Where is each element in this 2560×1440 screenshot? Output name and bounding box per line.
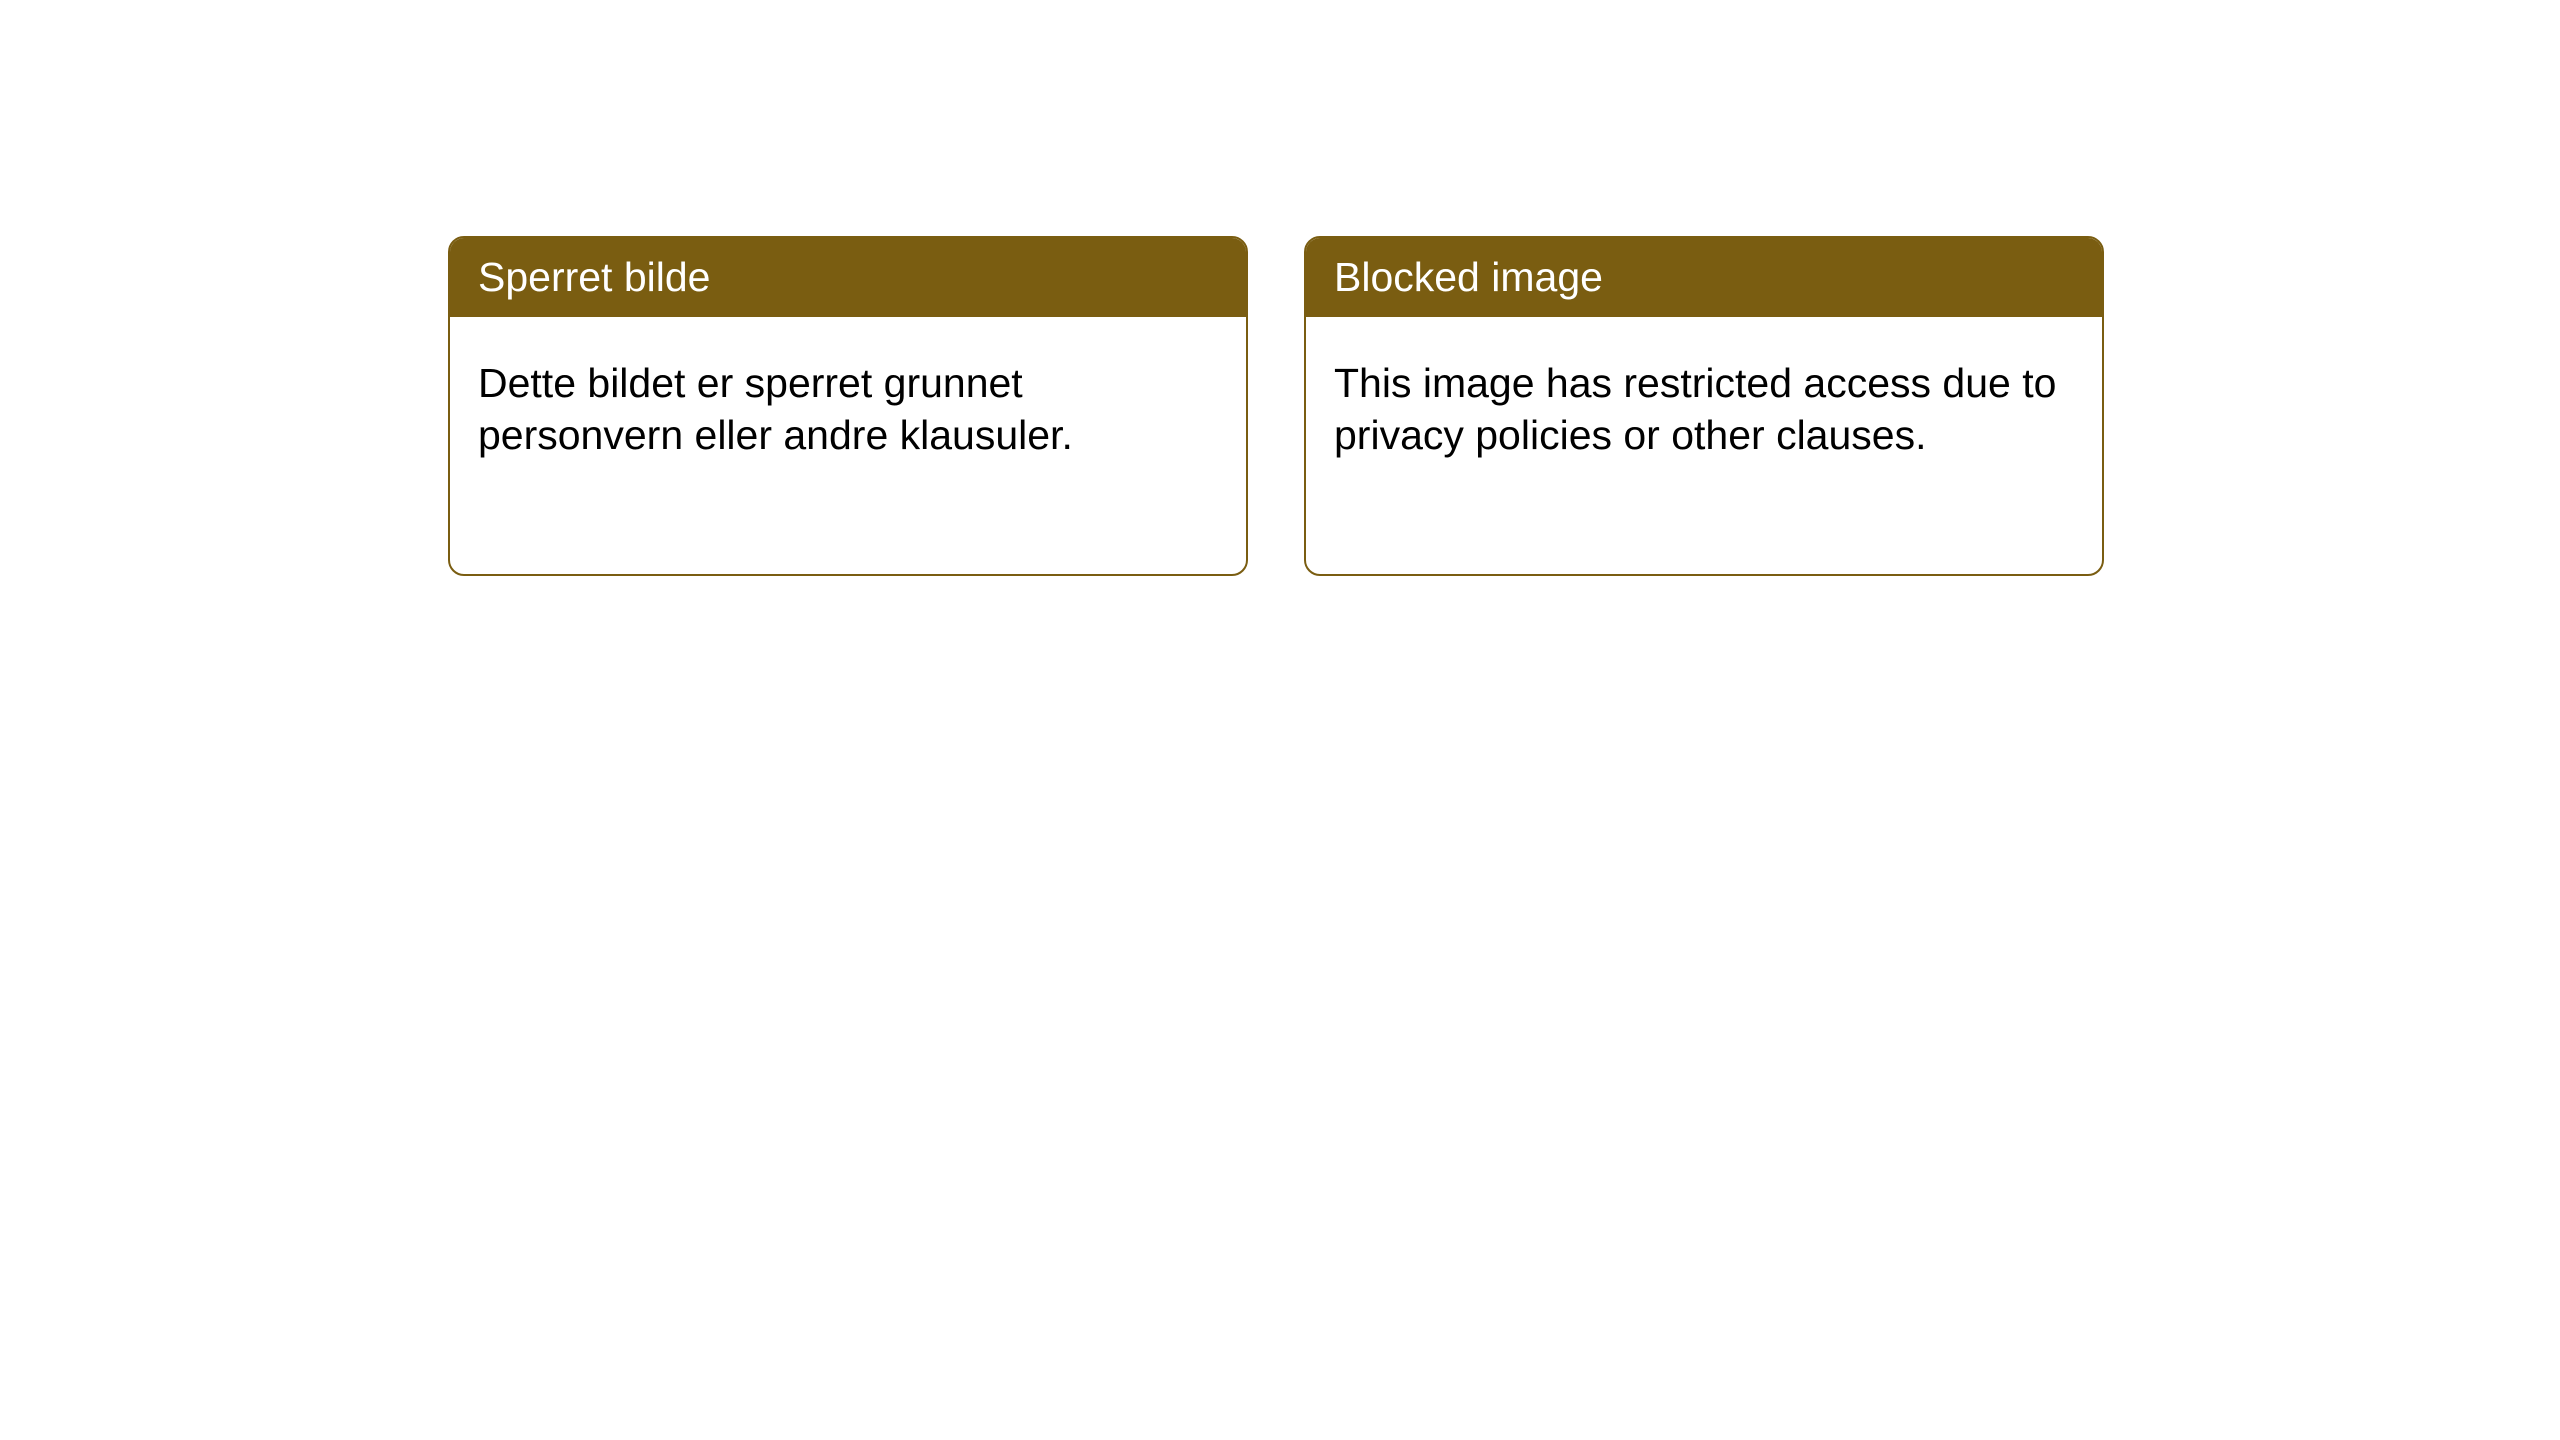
card-body-text: Dette bildet er sperret grunnet personve… bbox=[478, 360, 1073, 458]
card-body: This image has restricted access due to … bbox=[1306, 317, 2102, 502]
card-body-text: This image has restricted access due to … bbox=[1334, 360, 2056, 458]
card-header: Sperret bilde bbox=[450, 238, 1246, 317]
card-body: Dette bildet er sperret grunnet personve… bbox=[450, 317, 1246, 502]
card-title: Sperret bilde bbox=[478, 254, 710, 300]
notice-card-norwegian: Sperret bilde Dette bildet er sperret gr… bbox=[448, 236, 1248, 576]
notice-container: Sperret bilde Dette bildet er sperret gr… bbox=[448, 236, 2104, 576]
notice-card-english: Blocked image This image has restricted … bbox=[1304, 236, 2104, 576]
card-header: Blocked image bbox=[1306, 238, 2102, 317]
card-title: Blocked image bbox=[1334, 254, 1603, 300]
